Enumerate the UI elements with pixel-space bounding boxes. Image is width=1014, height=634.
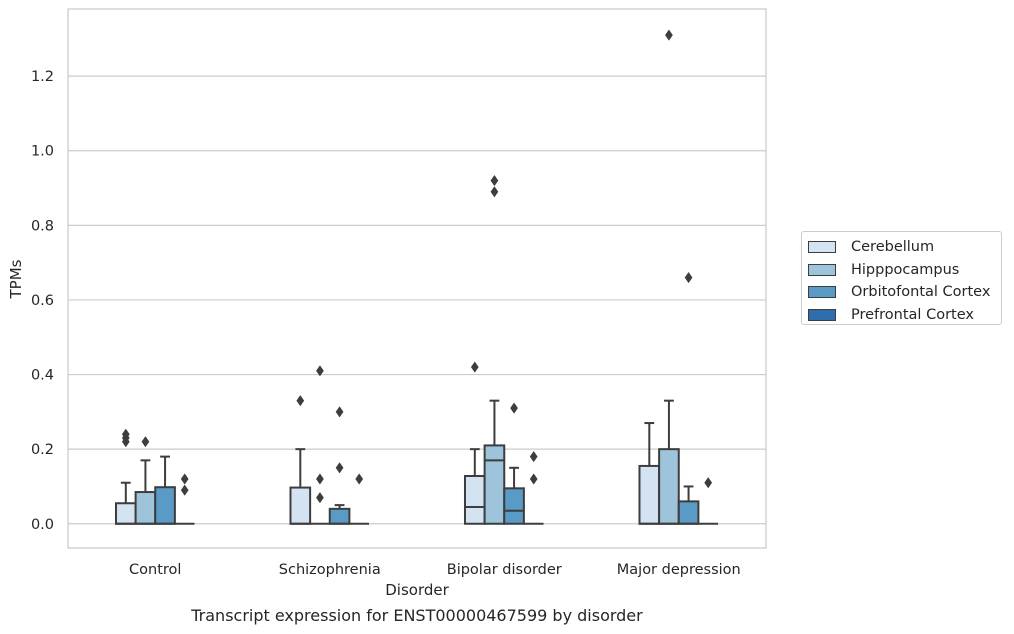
box-orbitofontal-cortex — [328, 406, 351, 525]
outlier-point — [335, 462, 344, 474]
box-body — [483, 444, 506, 525]
legend-item-hippocampus: Hipppocampus — [808, 259, 1001, 282]
legend-item-orbitofrontal-cortex: Orbitofontal Cortex — [808, 281, 1001, 304]
box-cerebellum — [289, 395, 312, 525]
legend-swatch-cerebellum — [808, 241, 836, 254]
box-body — [463, 475, 486, 525]
outlier-point — [490, 174, 499, 187]
outlier-point — [470, 361, 479, 373]
legend-item-cerebellum: Cerebellum — [808, 236, 1001, 259]
outlier-point — [529, 473, 538, 485]
box-orbitofontal-cortex — [154, 455, 176, 525]
box-prefrontal-cortex — [349, 473, 370, 525]
x-tick-label: Control — [129, 562, 181, 578]
outlier-point — [141, 436, 150, 448]
x-tick-label: Major depression — [617, 562, 741, 578]
box-body — [114, 502, 137, 525]
box-body — [154, 486, 176, 525]
legend: Cerebellum Hipppocampus Orbitofontal Cor… — [801, 231, 1002, 325]
outlier-point — [490, 186, 499, 198]
box-body — [677, 500, 700, 525]
box-body — [638, 464, 661, 525]
figure-caption: Transcript expression for ENST0000046759… — [191, 606, 643, 625]
y-axis-ticks: 0.0 0.2 0.4 0.6 0.8 1.0 1.2 — [31, 69, 54, 533]
legend-swatch-orbitofrontal-cortex — [808, 286, 836, 299]
box-hipppocampus — [310, 365, 330, 525]
outlier-point — [316, 365, 324, 377]
box-cerebellum — [463, 361, 486, 525]
box-body — [503, 487, 525, 525]
legend-swatch-prefrontal-cortex — [808, 308, 836, 321]
legend-label-prefrontal-cortex: Prefrontal Cortex — [851, 306, 974, 323]
x-tick-label: Bipolar disorder — [447, 562, 562, 578]
outlier-point — [704, 477, 713, 489]
box-body — [328, 507, 351, 525]
outlier-point — [180, 473, 189, 485]
x-tick-label: Schizophrenia — [279, 562, 381, 578]
legend-label-hippocampus: Hipppocampus — [851, 261, 960, 278]
y-tick-label: 1.2 — [31, 69, 54, 85]
outlier-point — [180, 484, 189, 496]
y-tick-label: 0.8 — [31, 218, 54, 234]
box-hipppocampus — [658, 29, 680, 525]
x-axis-label: Disorder — [385, 581, 449, 599]
box-prefrontal-cortex — [174, 473, 195, 525]
legend-label-orbitofrontal-cortex: Orbitofontal Cortex — [851, 284, 991, 301]
legend-item-prefrontal-cortex: Prefrontal Cortex — [808, 304, 1001, 327]
outlier-point — [316, 473, 324, 485]
box-orbitofontal-cortex — [503, 402, 525, 525]
box-hipppocampus — [483, 174, 506, 525]
box-prefrontal-cortex — [698, 477, 719, 525]
legend-swatch-hippocampus — [808, 263, 836, 276]
outlier-point — [684, 271, 693, 284]
outlier-point — [296, 395, 305, 407]
outlier-point — [316, 492, 324, 504]
x-axis-ticks: Control Schizophrenia Bipolar disorder Majo… — [129, 562, 741, 578]
outlier-point — [121, 428, 130, 440]
outlier-point — [510, 402, 518, 414]
y-tick-label: 0.0 — [31, 517, 54, 533]
y-tick-label: 0.6 — [31, 293, 54, 309]
box-body — [134, 491, 157, 525]
outlier-point — [355, 473, 364, 485]
y-tick-label: 0.4 — [31, 368, 54, 384]
box-orbitofontal-cortex — [677, 271, 700, 525]
outlier-point — [529, 450, 538, 463]
grid-lines — [68, 75, 766, 525]
box-cerebellum — [638, 422, 661, 525]
box-body — [289, 486, 312, 525]
outlier-point — [665, 29, 673, 41]
y-axis-label: TPMs — [7, 259, 25, 299]
box-cerebellum — [114, 428, 137, 525]
y-tick-label: 1.0 — [31, 144, 54, 160]
outlier-point — [335, 406, 344, 418]
y-tick-label: 0.2 — [31, 442, 54, 458]
legend-label-cerebellum: Cerebellum — [851, 239, 935, 256]
box-series — [114, 29, 719, 525]
box-body — [658, 448, 680, 525]
plot-area — [67, 8, 767, 549]
box-prefrontal-cortex — [523, 450, 544, 525]
